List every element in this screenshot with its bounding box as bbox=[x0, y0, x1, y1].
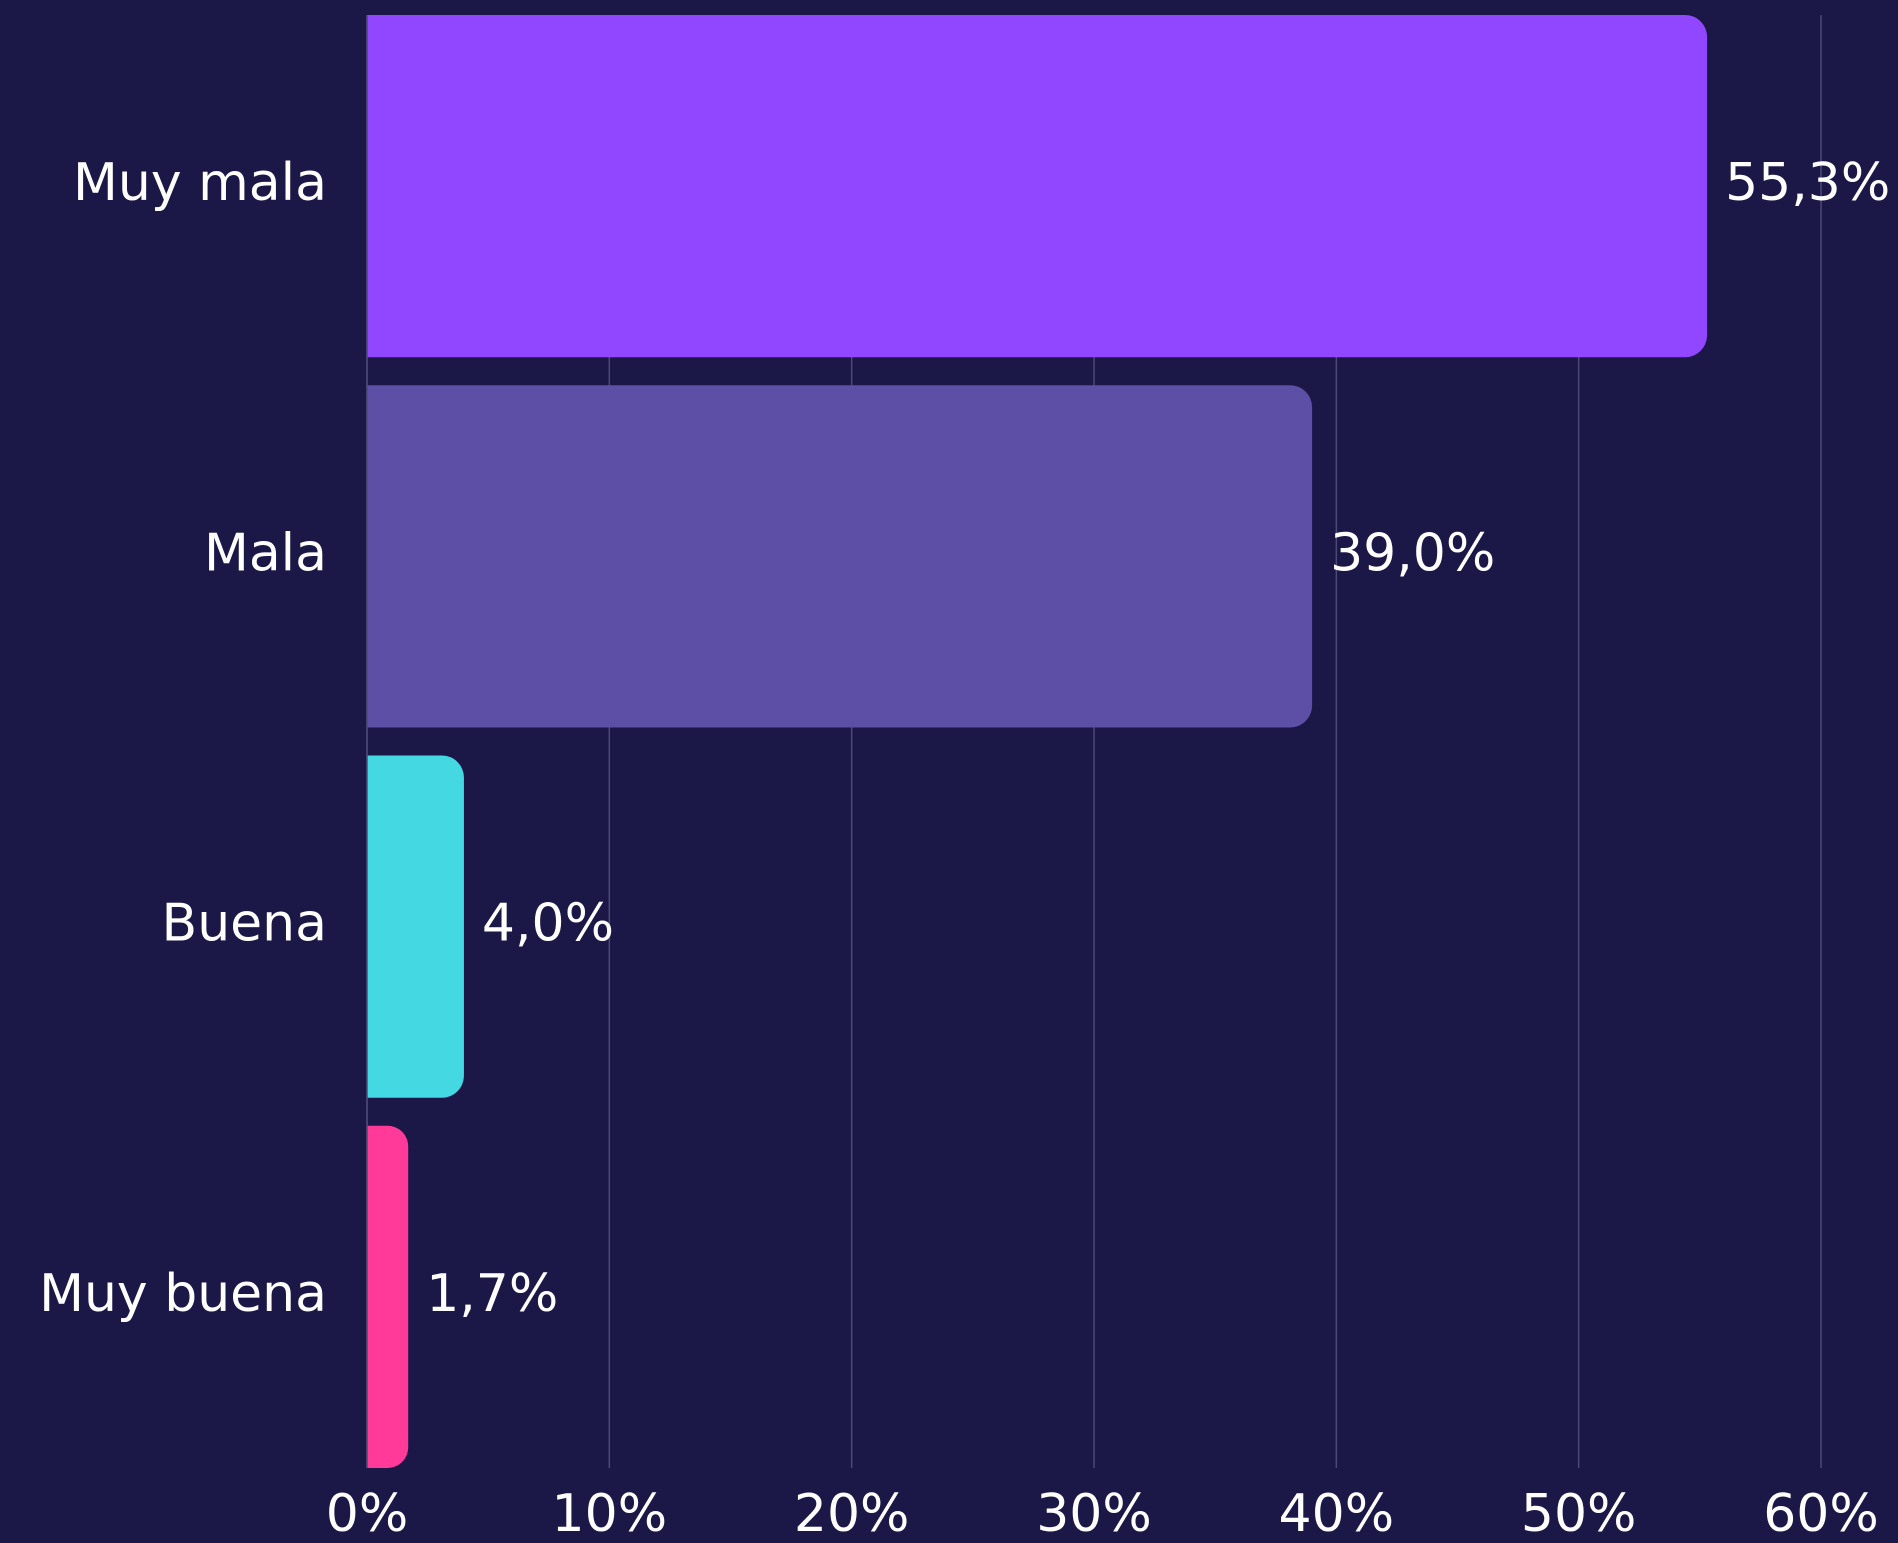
value-label: 1,7% bbox=[426, 1264, 558, 1324]
value-label: 4,0% bbox=[482, 894, 614, 954]
category-label: Buena bbox=[162, 894, 327, 954]
x-tick-label: 50% bbox=[1521, 1484, 1637, 1543]
category-label: Muy mala bbox=[73, 153, 327, 213]
x-tick-label: 60% bbox=[1763, 1484, 1879, 1543]
x-tick-label: 40% bbox=[1279, 1484, 1395, 1543]
bar bbox=[367, 755, 464, 1098]
x-tick-label: 20% bbox=[794, 1484, 910, 1543]
bar bbox=[367, 15, 1708, 358]
x-tick-label: 0% bbox=[326, 1484, 409, 1543]
bar bbox=[367, 385, 1313, 728]
x-tick-label: 30% bbox=[1036, 1484, 1152, 1543]
x-tick-label: 10% bbox=[552, 1484, 668, 1543]
category-label: Muy buena bbox=[39, 1264, 327, 1324]
value-label: 55,3% bbox=[1725, 153, 1890, 213]
value-label: 39,0% bbox=[1330, 523, 1495, 583]
bar bbox=[367, 1125, 409, 1468]
category-label: Mala bbox=[204, 523, 327, 583]
